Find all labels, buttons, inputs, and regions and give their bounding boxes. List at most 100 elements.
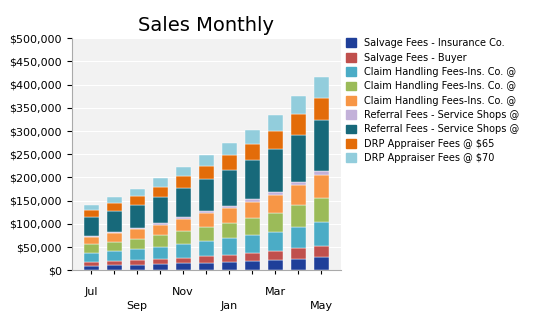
Bar bbox=[314, 222, 329, 246]
Bar bbox=[245, 202, 260, 218]
Bar bbox=[314, 246, 329, 257]
Bar bbox=[107, 232, 122, 233]
Bar bbox=[268, 115, 283, 131]
Bar bbox=[107, 233, 122, 241]
Bar bbox=[268, 232, 283, 251]
Bar bbox=[84, 244, 98, 253]
Bar bbox=[245, 261, 260, 270]
Bar bbox=[222, 205, 236, 208]
Bar bbox=[199, 263, 214, 270]
Bar bbox=[84, 218, 98, 236]
Bar bbox=[314, 175, 329, 198]
Text: May: May bbox=[310, 301, 333, 311]
Bar bbox=[199, 179, 214, 211]
Bar bbox=[153, 247, 168, 259]
Bar bbox=[176, 263, 191, 270]
Bar bbox=[199, 227, 214, 241]
Bar bbox=[268, 260, 283, 270]
Bar bbox=[107, 261, 122, 265]
Bar bbox=[176, 176, 191, 188]
Bar bbox=[130, 249, 145, 260]
Bar bbox=[268, 195, 283, 213]
Bar bbox=[268, 192, 283, 195]
Bar bbox=[291, 185, 306, 205]
Bar bbox=[314, 257, 329, 270]
Bar bbox=[291, 205, 306, 227]
Bar bbox=[176, 231, 191, 244]
Bar bbox=[176, 167, 191, 176]
Bar bbox=[153, 259, 168, 264]
Bar bbox=[130, 196, 145, 205]
Bar bbox=[84, 266, 98, 270]
Bar bbox=[130, 230, 145, 239]
Bar bbox=[107, 241, 122, 251]
Bar bbox=[314, 171, 329, 175]
Bar bbox=[176, 188, 191, 217]
Legend: Salvage Fees - Insurance Co., Salvage Fees - Buyer, Claim Handling Fees-Ins. Co.: Salvage Fees - Insurance Co., Salvage Fe… bbox=[346, 38, 519, 163]
Bar bbox=[291, 227, 306, 248]
Bar bbox=[268, 251, 283, 260]
Text: Nov: Nov bbox=[172, 287, 194, 297]
Bar bbox=[84, 211, 98, 218]
Bar bbox=[314, 77, 329, 98]
Bar bbox=[222, 208, 236, 223]
Bar bbox=[291, 135, 306, 182]
Bar bbox=[176, 217, 191, 219]
Bar bbox=[245, 253, 260, 261]
Bar bbox=[130, 205, 145, 228]
Bar bbox=[84, 237, 98, 244]
Bar bbox=[153, 197, 168, 223]
Bar bbox=[153, 223, 168, 225]
Bar bbox=[84, 205, 98, 211]
Bar bbox=[291, 182, 306, 185]
Bar bbox=[268, 149, 283, 192]
Bar bbox=[153, 264, 168, 270]
Bar bbox=[314, 198, 329, 222]
Bar bbox=[222, 143, 236, 156]
Bar bbox=[245, 161, 260, 199]
Bar bbox=[84, 236, 98, 237]
Bar bbox=[222, 238, 236, 255]
Bar bbox=[84, 262, 98, 266]
Bar bbox=[222, 170, 236, 205]
Bar bbox=[176, 258, 191, 263]
Bar bbox=[245, 235, 260, 253]
Text: Jan: Jan bbox=[221, 301, 238, 311]
Bar bbox=[222, 156, 236, 170]
Bar bbox=[245, 144, 260, 161]
Bar bbox=[153, 225, 168, 235]
Bar bbox=[107, 265, 122, 270]
Bar bbox=[107, 251, 122, 261]
Bar bbox=[199, 256, 214, 263]
Bar bbox=[176, 244, 191, 258]
Bar bbox=[199, 241, 214, 256]
Bar bbox=[314, 98, 329, 120]
Bar bbox=[199, 166, 214, 179]
Text: Sep: Sep bbox=[126, 301, 148, 311]
Bar bbox=[268, 131, 283, 149]
Bar bbox=[176, 219, 191, 231]
Bar bbox=[107, 203, 122, 211]
Bar bbox=[245, 199, 260, 202]
Bar bbox=[291, 114, 306, 135]
Bar bbox=[130, 189, 145, 196]
Title: Sales Monthly: Sales Monthly bbox=[138, 16, 274, 35]
Bar bbox=[153, 178, 168, 187]
Bar bbox=[245, 218, 260, 235]
Bar bbox=[130, 239, 145, 249]
Bar bbox=[130, 265, 145, 270]
Bar bbox=[199, 155, 214, 166]
Text: Jul: Jul bbox=[85, 287, 98, 297]
Bar bbox=[245, 130, 260, 144]
Bar bbox=[291, 259, 306, 270]
Bar bbox=[107, 197, 122, 203]
Bar bbox=[153, 235, 168, 247]
Bar bbox=[222, 255, 236, 262]
Text: Mar: Mar bbox=[265, 287, 286, 297]
Bar bbox=[130, 260, 145, 265]
Bar bbox=[314, 120, 329, 171]
Bar bbox=[268, 213, 283, 232]
Bar bbox=[130, 228, 145, 230]
Bar bbox=[291, 96, 306, 114]
Bar bbox=[222, 223, 236, 238]
